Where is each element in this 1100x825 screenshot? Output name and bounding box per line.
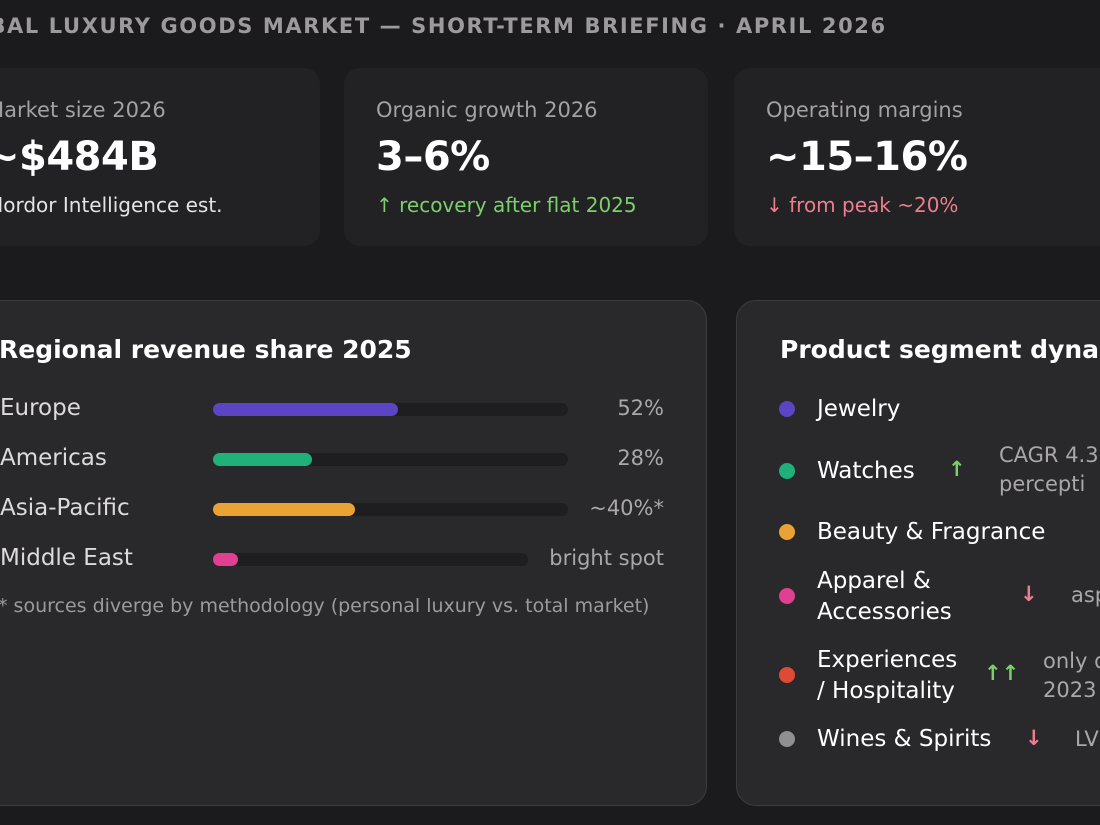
kpi-value: ~$484B [0, 134, 159, 180]
segment-name: Watches [817, 458, 915, 484]
segment-color-dot [779, 731, 795, 747]
segment-name: Jewelry [817, 396, 901, 422]
kpi-value: 3–6% [376, 134, 490, 180]
trend-down-icon: ↓ [1020, 582, 1038, 606]
segment-note: LV [1075, 727, 1099, 751]
segment-name: Beauty & Fragrance [817, 519, 1046, 545]
bar-track [213, 553, 528, 566]
region-value: bright spot [549, 546, 664, 570]
region-value: 52% [617, 396, 664, 420]
segment-color-dot [779, 524, 795, 540]
segment-name: Apparel & Accessories [817, 568, 952, 625]
kpi-label: Market size 2026 [0, 98, 166, 122]
kpi-subtext: ↑ recovery after flat 2025 [376, 193, 637, 217]
segment-color-dot [779, 401, 795, 417]
kpi-subtext: ↓ from peak ~20% [766, 193, 959, 217]
kpi-card-organic-growth: Organic growth 2026 3–6% ↑ recovery afte… [344, 68, 708, 246]
trend-down-icon: ↓ [1025, 726, 1043, 750]
segment-note: only d2023 [1043, 649, 1100, 702]
bar-track [213, 403, 568, 416]
kpi-label: Operating margins [766, 98, 963, 122]
region-label: Middle East [0, 545, 133, 571]
segment-dynamics-panel: Product segment dynami [736, 300, 1100, 806]
region-value: ~40%* [589, 496, 664, 520]
page-title: OBAL LUXURY GOODS MARKET — SHORT-TERM BR… [0, 14, 887, 38]
region-label: Americas [0, 445, 107, 471]
kpi-card-market-size: Market size 2026 ~$484B Mordor Intellige… [0, 68, 320, 246]
bar-fill [213, 503, 355, 516]
segment-name: Experiences / Hospitality [817, 647, 958, 704]
panel-title: Product segment dynami [780, 335, 1100, 364]
segment-note: CAGR 4.3 percepti [999, 443, 1099, 496]
panel-title: Regional revenue share 2025 [0, 335, 412, 364]
bar-fill [213, 553, 238, 566]
region-value: 28% [617, 446, 664, 470]
segment-name: Wines & Spirits [817, 726, 992, 752]
kpi-subtext: Mordor Intelligence est. [0, 193, 223, 217]
bar-track [213, 453, 568, 466]
kpi-value: ~15–16% [766, 134, 968, 180]
segment-color-dot [779, 463, 795, 479]
kpi-label: Organic growth 2026 [376, 98, 598, 122]
bar-fill [213, 453, 312, 466]
region-label: Asia-Pacific [0, 495, 130, 521]
segment-color-dot [779, 588, 795, 604]
footnote: * sources diverge by methodology (person… [0, 595, 650, 617]
kpi-card-operating-margins: Operating margins ~15–16% ↓ from peak ~2… [734, 68, 1100, 246]
bar-track [213, 503, 568, 516]
segment-color-dot [779, 667, 795, 683]
bar-fill [213, 403, 398, 416]
region-label: Europe [0, 395, 81, 421]
trend-strong-up-icon: ↑↑ [984, 661, 1020, 685]
trend-up-icon: ↑ [948, 457, 966, 481]
segment-note: asp [1071, 583, 1100, 607]
